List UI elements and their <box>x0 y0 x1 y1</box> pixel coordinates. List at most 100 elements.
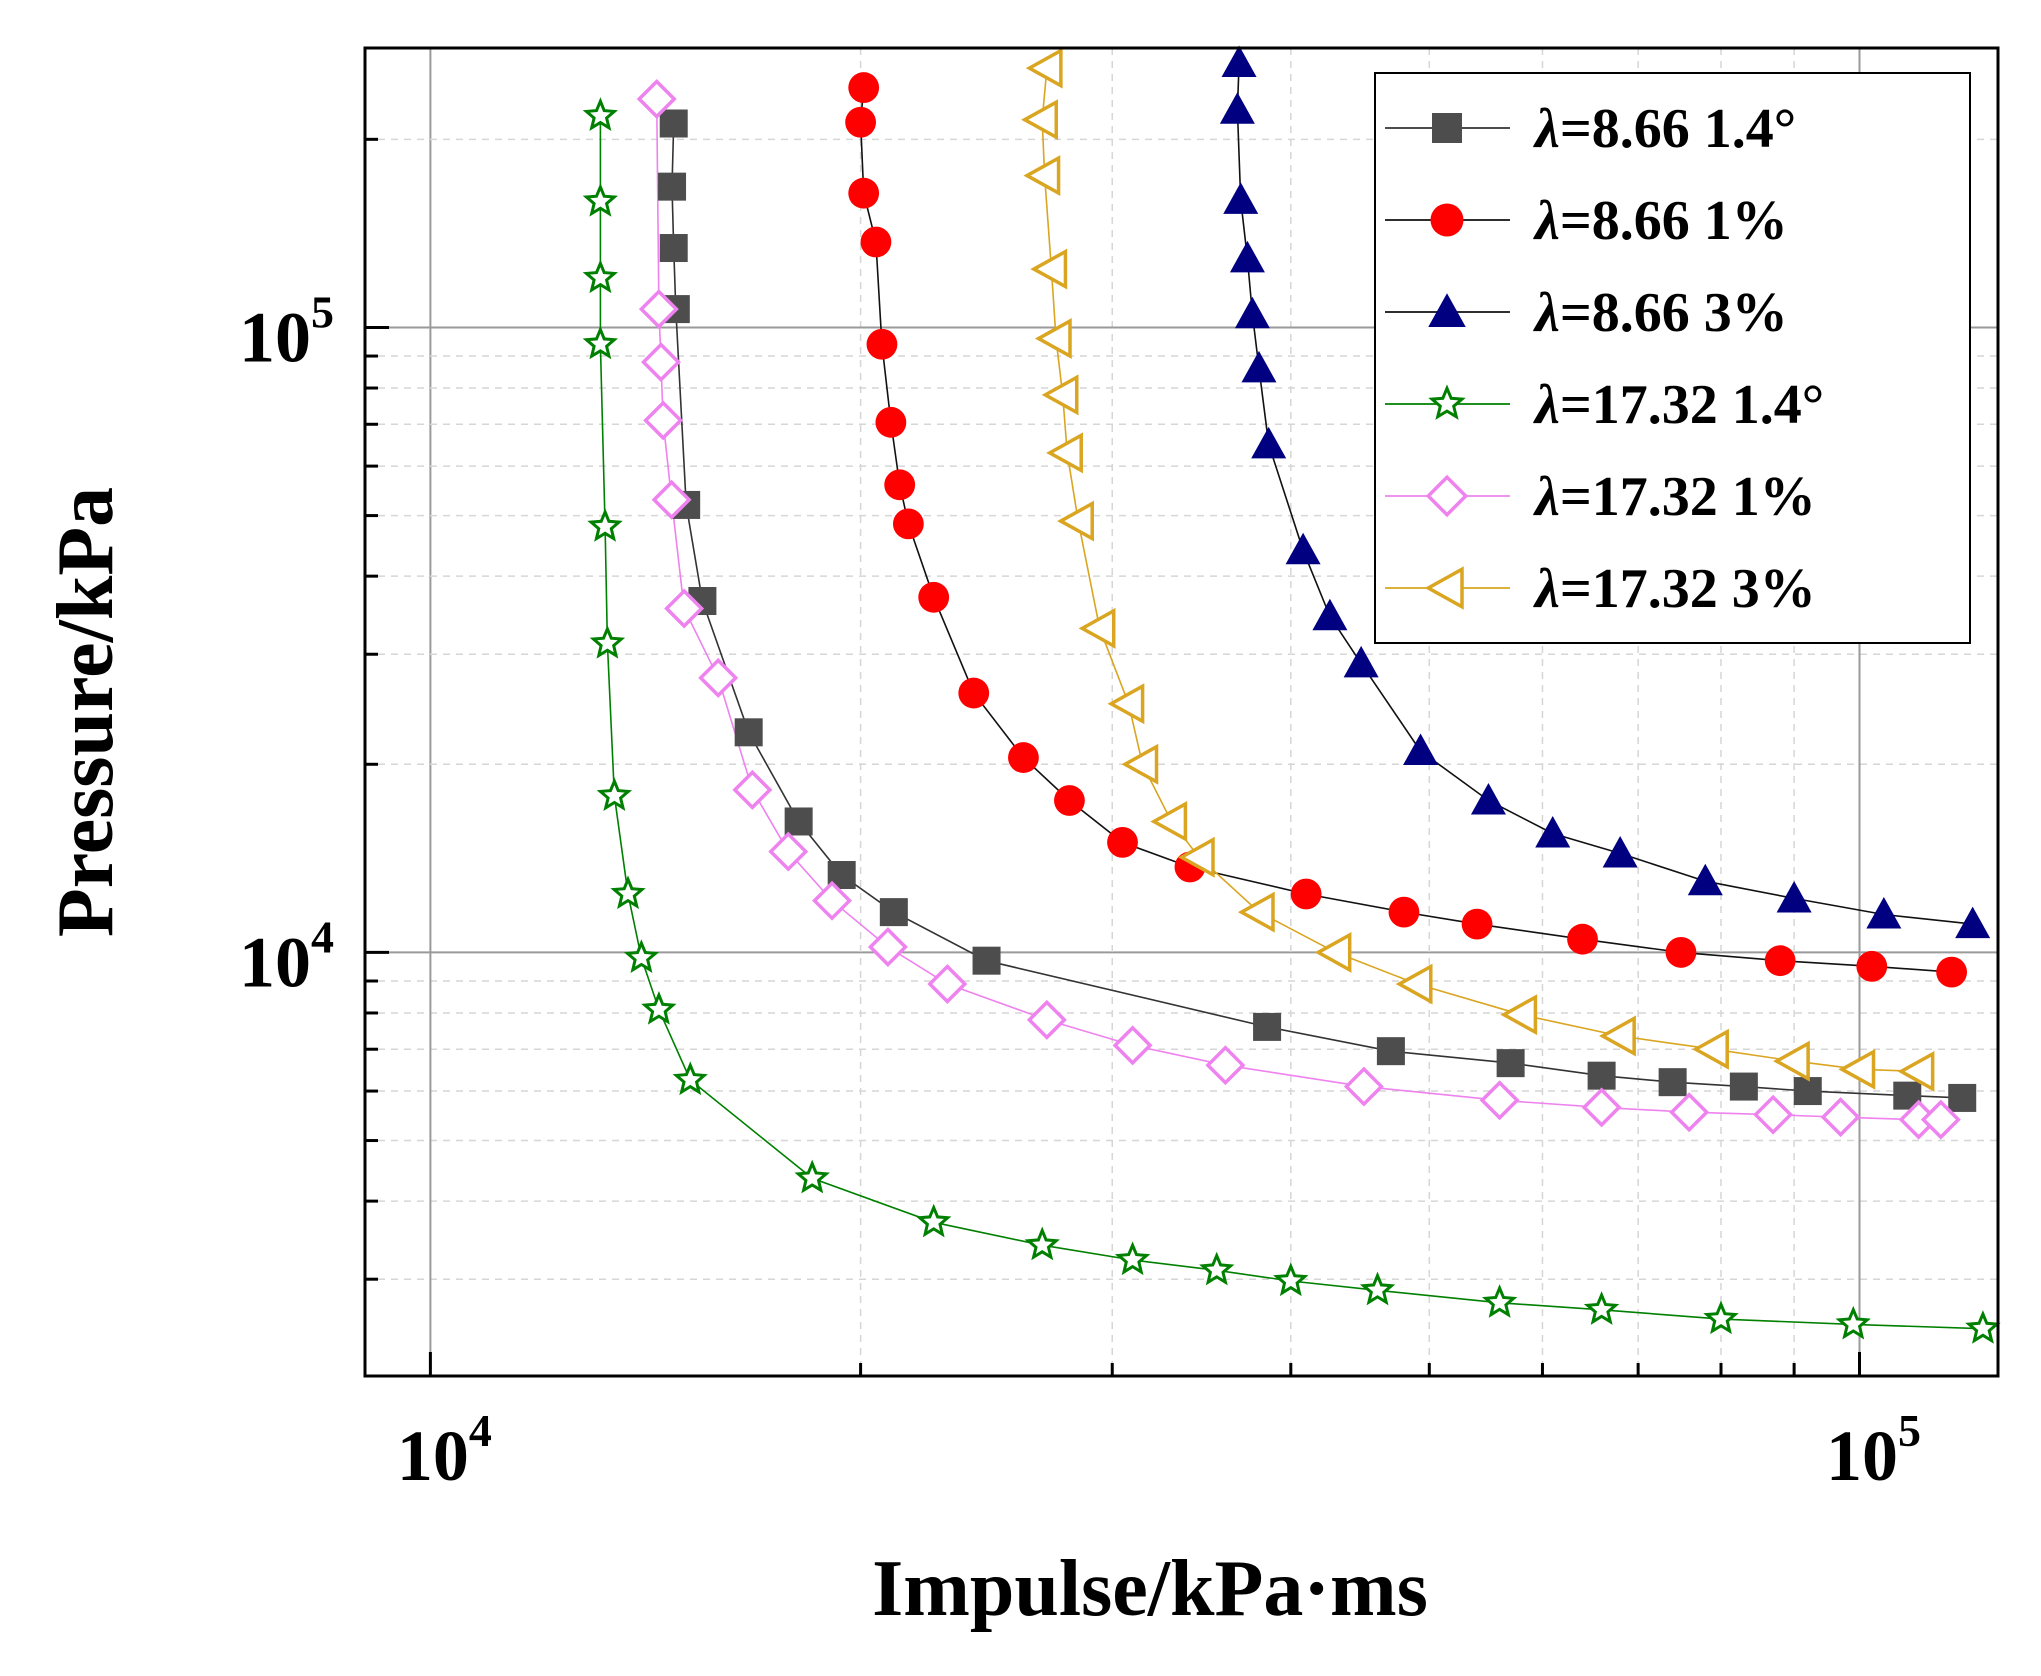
data-point <box>1395 963 1433 1005</box>
data-point <box>1057 500 1094 542</box>
data-point <box>1219 92 1255 124</box>
data-point <box>1470 783 1506 815</box>
legend-label: λ=8.66 1.4° <box>1533 98 1796 160</box>
data-point <box>1223 182 1259 214</box>
data-point <box>918 581 950 613</box>
data-point <box>1602 835 1638 868</box>
data-point <box>1359 1271 1396 1306</box>
legend: λ=8.66 1.4° λ=8.66 1% λ=8.66 3% λ=17.32 1.4… <box>1374 72 1971 644</box>
legend-item: λ=8.66 1% <box>1385 190 1788 252</box>
data-point <box>1692 1028 1729 1070</box>
data-point <box>1021 99 1058 141</box>
data-point <box>623 939 660 973</box>
data-point <box>1403 733 1439 766</box>
data-point <box>1025 47 1063 89</box>
data-point <box>641 990 677 1025</box>
data-point <box>1273 1262 1309 1297</box>
x-tick-label: 105 <box>1826 1405 1921 1496</box>
data-point <box>1314 931 1352 973</box>
data-point <box>659 109 688 138</box>
data-point <box>1669 1092 1710 1133</box>
data-point <box>643 400 684 441</box>
data-point <box>1034 318 1072 360</box>
data-point <box>1024 1226 1060 1261</box>
data-point <box>892 508 924 540</box>
data-point <box>1388 896 1420 928</box>
data-point <box>812 880 852 921</box>
data-point <box>1687 863 1723 896</box>
data-point <box>1023 155 1061 197</box>
legend-label: λ=17.32 1.4° <box>1533 374 1824 436</box>
data-point <box>1965 1310 2001 1344</box>
legend-marker <box>1432 113 1462 143</box>
legend-label: λ=8.66 3% <box>1533 282 1788 344</box>
x-tick-label: 104 <box>397 1405 492 1496</box>
data-point <box>1376 1037 1405 1066</box>
data-point <box>659 234 688 263</box>
data-point <box>1764 945 1796 977</box>
data-point <box>1199 1251 1235 1286</box>
data-point <box>1897 1050 1935 1092</box>
data-point <box>596 777 633 811</box>
data-point <box>1535 815 1571 848</box>
legend-marker <box>1424 566 1464 610</box>
data-point <box>651 479 692 520</box>
data-point <box>867 927 908 968</box>
data-point <box>1041 374 1079 416</box>
data-point <box>1599 1015 1636 1057</box>
data-point <box>582 259 619 294</box>
axis-ticks <box>365 137 1862 1376</box>
legend-marker <box>1430 203 1464 237</box>
data-point <box>1205 1045 1246 1086</box>
data-point <box>1107 826 1138 858</box>
data-point <box>1112 1025 1153 1066</box>
data-point <box>1856 950 1888 982</box>
data-point <box>582 97 619 131</box>
plot-frame <box>363 46 2000 1378</box>
data-point <box>1237 891 1275 933</box>
data-point <box>1177 836 1215 878</box>
legend-label: λ=17.32 1% <box>1533 466 1816 528</box>
data-point <box>1581 1087 1622 1128</box>
data-point <box>1567 923 1598 955</box>
legend-item: λ=17.32 1% <box>1385 466 1816 528</box>
series-markers-3 <box>1219 45 1991 939</box>
data-point <box>1866 896 1902 929</box>
data-point <box>698 657 739 698</box>
data-point <box>1078 607 1116 649</box>
data-point <box>1343 645 1379 678</box>
legend-item: λ=17.32 1.4° <box>1385 374 1824 436</box>
data-point <box>1753 1094 1794 1135</box>
data-point <box>1920 1099 1961 1140</box>
legend-item: λ=17.32 3% <box>1385 558 1816 620</box>
data-point <box>848 177 880 209</box>
series-markers-4 <box>582 97 2001 1344</box>
data-point <box>879 898 908 927</box>
series-markers <box>582 45 2001 1344</box>
data-point <box>582 325 619 360</box>
data-point <box>664 588 705 629</box>
data-point <box>1234 296 1270 329</box>
data-point <box>1107 683 1145 725</box>
series-markers-5 <box>636 79 1961 1140</box>
data-point <box>784 807 813 836</box>
data-point <box>1835 1305 1871 1340</box>
data-point <box>958 677 990 709</box>
legend-label: λ=8.66 1% <box>1533 190 1788 252</box>
data-point <box>972 946 1001 975</box>
legend-marker <box>1425 474 1469 518</box>
data-point <box>866 328 898 360</box>
series-line-2 <box>859 87 1952 973</box>
data-point <box>1121 743 1159 785</box>
legend-marker <box>1428 384 1466 420</box>
series-line-6 <box>1041 68 1919 1073</box>
data-point <box>1703 1300 1739 1335</box>
legend-label: λ=17.32 3% <box>1533 558 1816 620</box>
data-point <box>1587 1061 1616 1090</box>
data-point <box>1150 801 1188 842</box>
data-point <box>927 964 968 1005</box>
data-point <box>1054 785 1085 816</box>
data-point <box>1948 1083 1977 1112</box>
series-markers-1 <box>658 109 1977 1112</box>
data-point <box>1496 1049 1525 1078</box>
